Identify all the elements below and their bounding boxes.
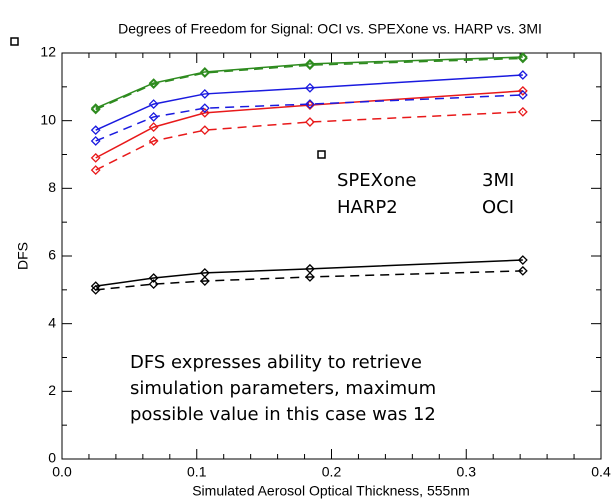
- x-tick-label: 0.0: [52, 464, 72, 480]
- data-marker: [90, 152, 101, 163]
- corner-marker: [10, 37, 19, 46]
- y-tick-label: 8: [48, 179, 56, 195]
- legend-entry: SPEXone: [337, 170, 416, 191]
- data-marker: [199, 125, 210, 136]
- legend-entry: OCI: [482, 197, 514, 218]
- y-tick-label: 6: [48, 247, 56, 263]
- data-marker: [90, 136, 101, 146]
- annotation: possible value in this case was 12: [130, 404, 436, 425]
- x-tick-label: 0.4: [591, 464, 611, 480]
- y-tick-label: 12: [40, 44, 56, 60]
- data-marker: [517, 255, 528, 265]
- data-marker: [199, 107, 210, 118]
- data-marker: [517, 70, 528, 80]
- data-marker: [148, 279, 159, 290]
- data-marker: [517, 53, 528, 64]
- data-marker: [90, 281, 101, 292]
- chart-title: Degrees of Freedom for Signal: OCI vs. S…: [118, 21, 542, 37]
- y-axis-label: DFS: [15, 242, 31, 270]
- y-tick-label: 10: [40, 111, 56, 127]
- series-line: [95, 74, 523, 131]
- series-line: [95, 57, 523, 111]
- data-marker: [517, 265, 528, 276]
- series-line: [95, 111, 523, 171]
- series-line: [95, 270, 523, 291]
- series-line: [95, 259, 523, 287]
- data-marker: [199, 276, 210, 286]
- data-marker: [90, 125, 101, 136]
- data-marker: [305, 272, 315, 282]
- data-marker: [148, 78, 159, 89]
- legend-entry: HARP2: [337, 197, 398, 218]
- y-tick-label: 2: [48, 382, 56, 398]
- data-marker: [199, 68, 210, 78]
- data-marker: [305, 82, 315, 93]
- data-marker: [305, 99, 315, 110]
- data-marker: [199, 89, 210, 99]
- series-line: [95, 94, 523, 142]
- series-line: [95, 56, 523, 109]
- stray-marker: [317, 150, 326, 159]
- y-tick-label: 0: [48, 450, 56, 466]
- x-axis-label: Simulated Aerosol Optical Thickness, 555…: [192, 483, 470, 499]
- data-marker: [90, 284, 101, 295]
- data-marker: [517, 52, 528, 62]
- data-marker: [148, 122, 159, 133]
- data-marker: [517, 90, 528, 100]
- data-marker: [517, 106, 528, 117]
- data-marker: [148, 112, 159, 122]
- x-tick-label: 0.3: [457, 464, 477, 480]
- legend-entry: 3MI: [482, 170, 514, 191]
- data-marker: [199, 67, 210, 77]
- data-marker: [305, 60, 315, 71]
- data-marker: [305, 58, 315, 69]
- data-marker: [148, 136, 159, 146]
- data-marker: [199, 103, 210, 114]
- data-marker: [90, 104, 101, 115]
- data-marker: [90, 103, 101, 114]
- x-tick-label: 0.2: [322, 464, 342, 480]
- y-tick-label: 4: [48, 314, 56, 330]
- data-marker: [148, 79, 159, 90]
- annotation: DFS expresses ability to retrieve: [130, 352, 422, 373]
- data-marker: [148, 273, 159, 283]
- x-tick-label: 0.1: [187, 464, 207, 480]
- data-marker: [90, 165, 101, 175]
- data-marker: [148, 99, 159, 110]
- data-marker: [305, 117, 315, 127]
- data-marker: [517, 85, 528, 96]
- annotation: simulation parameters, maximum: [130, 378, 436, 399]
